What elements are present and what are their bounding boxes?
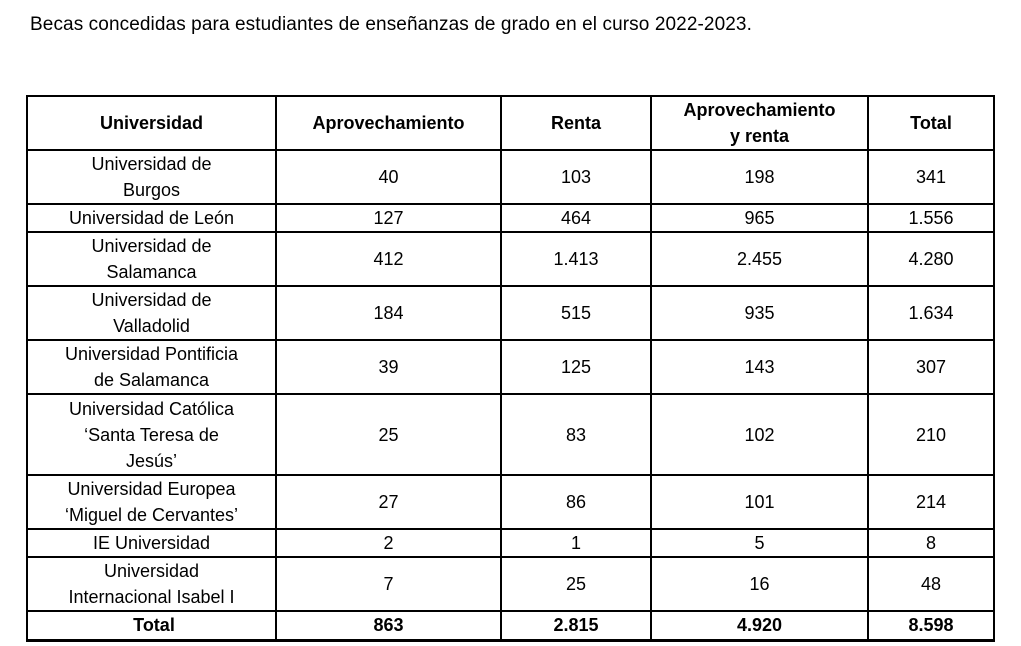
value-aprovechamiento-y-renta: 2.455 xyxy=(650,231,869,287)
page-title: Becas concedidas para estudiantes de ens… xyxy=(30,14,752,35)
table-header-row: Universidad Aprovechamiento Renta Aprove… xyxy=(26,95,995,151)
value-total: 1.634 xyxy=(867,285,995,341)
university-name: Universidad de Burgos xyxy=(26,149,277,205)
total-aprovechamiento-y-renta: 4.920 xyxy=(650,610,869,641)
value-aprovechamiento: 25 xyxy=(275,393,502,476)
table-total-row: Total 863 2.815 4.920 8.598 xyxy=(26,610,995,641)
value-aprovechamiento-y-renta: 16 xyxy=(650,556,869,612)
university-name: Universidad Internacional Isabel I xyxy=(26,556,277,612)
value-total: 341 xyxy=(867,149,995,205)
value-aprovechamiento-y-renta: 102 xyxy=(650,393,869,476)
university-name: IE Universidad xyxy=(26,528,277,558)
value-renta: 86 xyxy=(500,474,652,530)
value-aprovechamiento: 184 xyxy=(275,285,502,341)
value-total: 214 xyxy=(867,474,995,530)
value-total: 8 xyxy=(867,528,995,558)
value-aprovechamiento-y-renta: 101 xyxy=(650,474,869,530)
university-name: Universidad de Salamanca xyxy=(26,231,277,287)
value-aprovechamiento: 40 xyxy=(275,149,502,205)
value-aprovechamiento: 2 xyxy=(275,528,502,558)
value-total: 4.280 xyxy=(867,231,995,287)
table-row: IE Universidad 2 1 5 8 xyxy=(26,528,995,558)
value-renta: 1.413 xyxy=(500,231,652,287)
value-aprovechamiento: 127 xyxy=(275,203,502,233)
value-aprovechamiento: 39 xyxy=(275,339,502,395)
value-aprovechamiento-y-renta: 143 xyxy=(650,339,869,395)
total-label: Total xyxy=(26,610,277,641)
value-renta: 464 xyxy=(500,203,652,233)
total-total: 8.598 xyxy=(867,610,995,641)
column-header-renta: Renta xyxy=(500,95,652,151)
university-name: Universidad Católica ‘Santa Teresa de Je… xyxy=(26,393,277,476)
table-row: Universidad Católica ‘Santa Teresa de Je… xyxy=(26,393,995,476)
table-row: Universidad de León 127 464 965 1.556 xyxy=(26,203,995,233)
value-aprovechamiento-y-renta: 198 xyxy=(650,149,869,205)
value-total: 48 xyxy=(867,556,995,612)
value-renta: 103 xyxy=(500,149,652,205)
university-name: Universidad Europea ‘Miguel de Cervantes… xyxy=(26,474,277,530)
table-row: Universidad Europea ‘Miguel de Cervantes… xyxy=(26,474,995,530)
value-total: 307 xyxy=(867,339,995,395)
university-name: Universidad Pontificia de Salamanca xyxy=(26,339,277,395)
value-renta: 1 xyxy=(500,528,652,558)
university-name: Universidad de León xyxy=(26,203,277,233)
value-renta: 125 xyxy=(500,339,652,395)
value-aprovechamiento: 7 xyxy=(275,556,502,612)
table-row: Universidad de Salamanca 412 1.413 2.455… xyxy=(26,231,995,287)
value-aprovechamiento: 27 xyxy=(275,474,502,530)
value-renta: 83 xyxy=(500,393,652,476)
column-header-universidad: Universidad xyxy=(26,95,277,151)
table-row: Universidad de Valladolid 184 515 935 1.… xyxy=(26,285,995,341)
university-name: Universidad de Valladolid xyxy=(26,285,277,341)
becas-table: Universidad Aprovechamiento Renta Aprove… xyxy=(26,95,995,642)
column-header-aprovechamiento: Aprovechamiento xyxy=(275,95,502,151)
column-header-total: Total xyxy=(867,95,995,151)
total-aprovechamiento: 863 xyxy=(275,610,502,641)
value-total: 1.556 xyxy=(867,203,995,233)
table-row: Universidad Internacional Isabel I 7 25 … xyxy=(26,556,995,612)
table-row: Universidad Pontificia de Salamanca 39 1… xyxy=(26,339,995,395)
column-header-aprovechamiento-y-renta: Aprovechamiento y renta xyxy=(650,95,869,151)
value-renta: 515 xyxy=(500,285,652,341)
total-renta: 2.815 xyxy=(500,610,652,641)
value-renta: 25 xyxy=(500,556,652,612)
value-aprovechamiento-y-renta: 965 xyxy=(650,203,869,233)
value-aprovechamiento: 412 xyxy=(275,231,502,287)
value-aprovechamiento-y-renta: 5 xyxy=(650,528,869,558)
value-total: 210 xyxy=(867,393,995,476)
table-row: Universidad de Burgos 40 103 198 341 xyxy=(26,149,995,205)
value-aprovechamiento-y-renta: 935 xyxy=(650,285,869,341)
